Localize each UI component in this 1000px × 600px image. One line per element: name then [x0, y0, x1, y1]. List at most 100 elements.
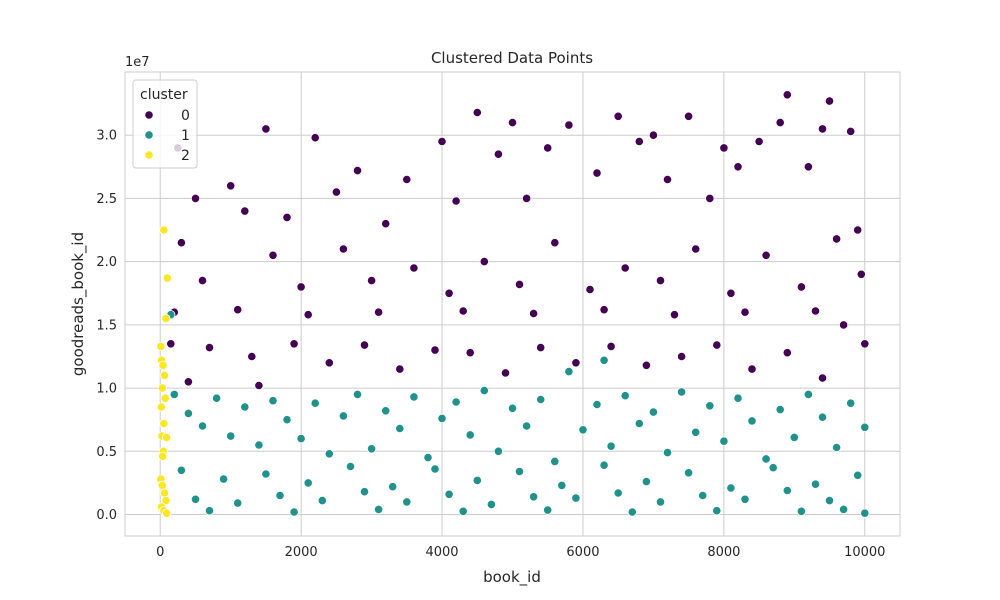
- y-tick-label: 2.0: [96, 255, 117, 270]
- data-point-cluster-0: [796, 282, 807, 292]
- data-point-cluster-1: [437, 413, 447, 423]
- data-point-cluster-1: [176, 465, 186, 475]
- data-point-cluster-0: [846, 126, 856, 136]
- data-point-cluster-0: [479, 256, 489, 267]
- data-point-cluster-0: [176, 238, 186, 248]
- data-point-cluster-0: [860, 339, 870, 349]
- data-point-cluster-0: [493, 149, 503, 159]
- legend-box: [132, 79, 198, 169]
- legend: cluster 0 1 2: [132, 79, 198, 169]
- data-point-cluster-1: [479, 385, 489, 396]
- data-point-cluster-0: [338, 244, 348, 254]
- x-tick-label: 8000: [707, 545, 740, 560]
- data-point-cluster-1: [212, 393, 222, 403]
- legend-title: cluster: [140, 87, 188, 103]
- data-point-cluster-1: [613, 488, 623, 498]
- data-point-cluster-0: [183, 377, 193, 387]
- data-point-cluster-1: [599, 460, 609, 470]
- data-point-cluster-0: [782, 348, 792, 358]
- data-point-cluster-1: [803, 389, 814, 399]
- data-point-cluster-2: [159, 370, 170, 380]
- x-tick-label: 4000: [425, 545, 458, 560]
- data-point-cluster-1: [296, 433, 306, 444]
- data-point-cluster-0: [669, 310, 680, 320]
- data-point-cluster-2: [159, 418, 169, 429]
- data-point-cluster-1: [261, 469, 271, 479]
- data-point-cluster-1: [204, 506, 215, 516]
- data-point-cluster-1: [846, 398, 856, 408]
- data-point-cluster-1: [676, 387, 687, 397]
- data-point-cluster-0: [719, 143, 729, 153]
- data-point-cluster-0: [500, 368, 511, 378]
- data-point-cluster-1: [860, 422, 870, 432]
- data-point-cluster-1: [698, 490, 708, 501]
- data-point-cluster-1: [366, 444, 377, 454]
- data-point-cluster-2: [157, 480, 167, 490]
- data-point-cluster-0: [352, 166, 363, 176]
- data-point-cluster-1: [268, 396, 278, 406]
- data-point-cluster-1: [472, 475, 482, 485]
- data-point-cluster-0: [676, 351, 687, 362]
- data-point-cluster-0: [247, 351, 257, 362]
- y-tick-label: 1.0: [96, 382, 117, 397]
- data-point-cluster-0: [803, 162, 814, 172]
- data-point-cluster-1: [550, 456, 560, 466]
- data-point-cluster-0: [550, 238, 560, 248]
- data-point-cluster-1: [190, 494, 201, 504]
- data-point-cluster-2: [161, 313, 171, 324]
- data-point-cluster-0: [437, 136, 447, 147]
- data-point-cluster-1: [860, 508, 870, 518]
- data-point-cluster-0: [761, 250, 771, 260]
- data-point-cluster-1: [352, 389, 363, 399]
- data-point-cluster-1: [796, 506, 807, 516]
- data-point-cluster-1: [451, 397, 461, 407]
- legend-label-0: 0: [181, 108, 190, 124]
- data-point-cluster-1: [761, 454, 771, 464]
- data-point-cluster-0: [733, 162, 743, 172]
- grid-lines: [125, 72, 900, 536]
- data-point-cluster-0: [613, 111, 623, 121]
- data-point-cluster-0: [366, 275, 377, 286]
- x-tick-label: 2000: [285, 545, 318, 560]
- data-point-cluster-1: [655, 497, 666, 507]
- y-tick-label: 0.0: [96, 508, 117, 523]
- data-point-cluster-1: [691, 427, 701, 437]
- data-point-cluster-0: [705, 193, 715, 203]
- data-point-cluster-1: [810, 479, 821, 489]
- data-point-cluster-0: [521, 193, 532, 203]
- data-point-cluster-1: [853, 470, 863, 480]
- data-point-cluster-0: [514, 279, 525, 289]
- data-point-cluster-1: [719, 436, 729, 446]
- data-point-cluster-2: [157, 383, 167, 393]
- data-point-cluster-0: [359, 340, 370, 350]
- data-point-cluster-0: [166, 339, 176, 349]
- data-point-cluster-1: [289, 507, 299, 517]
- data-point-cluster-1: [775, 404, 785, 415]
- data-point-cluster-0: [373, 307, 384, 317]
- data-point-cluster-1: [409, 392, 419, 402]
- data-point-cluster-1: [359, 487, 370, 497]
- data-point-cluster-0: [592, 168, 602, 178]
- data-point-cluster-1: [726, 483, 736, 493]
- legend-marker-0: [144, 110, 154, 120]
- data-point-cluster-0: [303, 310, 313, 320]
- data-point-cluster-1: [592, 399, 602, 410]
- data-point-cluster-1: [634, 418, 644, 429]
- data-point-cluster-1: [169, 389, 179, 399]
- data-point-cluster-1: [430, 464, 440, 474]
- y-axis-label: goodreads_book_id: [69, 232, 88, 376]
- data-point-cluster-0: [402, 174, 412, 185]
- legend-label-2: 2: [181, 148, 190, 164]
- data-point-cluster-0: [831, 234, 842, 244]
- data-point-cluster-0: [543, 143, 553, 153]
- data-point-cluster-1: [275, 490, 285, 501]
- data-point-cluster-1: [571, 493, 581, 503]
- data-point-cluster-2: [161, 495, 171, 506]
- data-point-cluster-1: [388, 482, 398, 492]
- data-point-cluster-2: [162, 273, 172, 283]
- data-point-cluster-1: [627, 507, 637, 517]
- data-point-cluster-2: [158, 451, 168, 461]
- data-point-cluster-2: [158, 360, 168, 370]
- data-point-cluster-1: [514, 466, 525, 477]
